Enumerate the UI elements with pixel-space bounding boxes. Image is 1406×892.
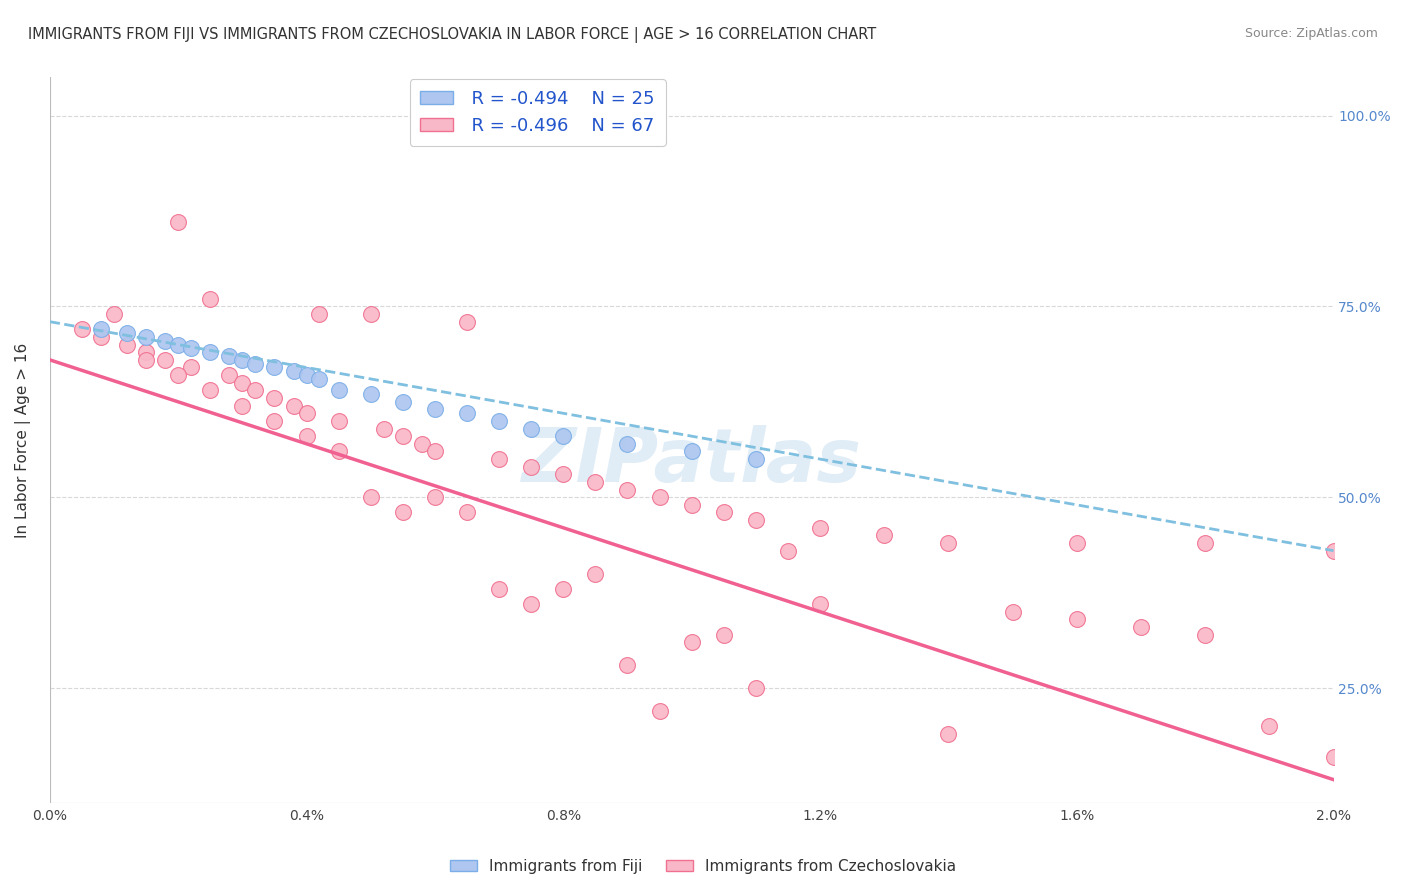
Point (938, 727, 960, 741)
Point (135, 345, 157, 359)
Point (1066, 612, 1088, 626)
Text: ZIPatlas: ZIPatlas (522, 425, 862, 499)
Y-axis label: In Labor Force | Age > 16: In Labor Force | Age > 16 (15, 343, 31, 538)
Point (135, 330, 157, 344)
Point (776, 543, 799, 558)
Point (155, 334, 177, 348)
Point (231, 399, 253, 413)
Point (295, 368, 318, 383)
Point (308, 372, 330, 386)
Text: Source: ZipAtlas.com: Source: ZipAtlas.com (1244, 27, 1378, 40)
Point (308, 307, 330, 321)
Point (283, 364, 305, 378)
Point (115, 326, 138, 340)
Point (135, 352, 157, 367)
Point (295, 406, 318, 420)
Point (218, 349, 240, 363)
Point (873, 528, 896, 542)
Point (1194, 536, 1216, 550)
Point (713, 506, 735, 520)
Legend: Immigrants from Fiji, Immigrants from Czechoslovakia: Immigrants from Fiji, Immigrants from Cz… (443, 853, 963, 880)
Point (200, 292, 222, 306)
Point (745, 513, 768, 527)
Point (583, 475, 606, 489)
Point (456, 506, 478, 520)
Point (103, 307, 125, 321)
Point (360, 307, 382, 321)
Point (938, 536, 960, 550)
Point (681, 635, 703, 649)
Point (263, 360, 285, 375)
Point (200, 384, 222, 398)
Point (648, 704, 671, 718)
Text: IMMIGRANTS FROM FIJI VS IMMIGRANTS FROM CZECHOSLOVAKIA IN LABOR FORCE | AGE > 16: IMMIGRANTS FROM FIJI VS IMMIGRANTS FROM … (28, 27, 876, 43)
Point (456, 315, 478, 329)
Point (167, 337, 190, 351)
Point (520, 421, 543, 435)
Point (520, 459, 543, 474)
Point (713, 627, 735, 641)
Point (681, 444, 703, 458)
Point (1322, 543, 1344, 558)
Point (1066, 536, 1088, 550)
Point (553, 429, 575, 443)
Point (745, 681, 768, 695)
Point (391, 506, 413, 520)
Point (520, 597, 543, 611)
Point (423, 490, 446, 504)
Point (360, 490, 382, 504)
Point (180, 360, 202, 375)
Point (553, 582, 575, 596)
Point (231, 352, 253, 367)
Point (616, 658, 638, 673)
Point (70, 322, 93, 336)
Point (295, 429, 318, 443)
Point (263, 414, 285, 428)
Point (283, 399, 305, 413)
Point (1001, 605, 1024, 619)
Point (231, 376, 253, 390)
Point (411, 437, 433, 451)
Point (1129, 620, 1152, 634)
Point (681, 498, 703, 512)
Point (456, 406, 478, 420)
Point (488, 414, 510, 428)
Point (115, 337, 138, 351)
Point (616, 437, 638, 451)
Point (745, 452, 768, 467)
Point (616, 483, 638, 497)
Point (218, 368, 240, 383)
Point (583, 566, 606, 581)
Point (1258, 719, 1281, 733)
Legend:   R = -0.494    N = 25,   R = -0.496    N = 67: R = -0.494 N = 25, R = -0.496 N = 67 (409, 79, 665, 146)
Point (328, 444, 350, 458)
Point (167, 215, 190, 229)
Point (155, 352, 177, 367)
Point (1194, 627, 1216, 641)
Point (391, 429, 413, 443)
Point (423, 402, 446, 417)
Point (243, 384, 266, 398)
Point (328, 384, 350, 398)
Point (360, 387, 382, 401)
Point (553, 467, 575, 482)
Point (808, 521, 831, 535)
Point (488, 452, 510, 467)
Point (1322, 749, 1344, 764)
Point (808, 597, 831, 611)
Point (328, 414, 350, 428)
Point (90, 322, 112, 336)
Point (423, 444, 446, 458)
Point (180, 342, 202, 356)
Point (167, 368, 190, 383)
Point (90, 330, 112, 344)
Point (391, 394, 413, 409)
Point (373, 421, 395, 435)
Point (648, 490, 671, 504)
Point (200, 345, 222, 359)
Point (243, 357, 266, 371)
Point (488, 582, 510, 596)
Point (263, 391, 285, 405)
